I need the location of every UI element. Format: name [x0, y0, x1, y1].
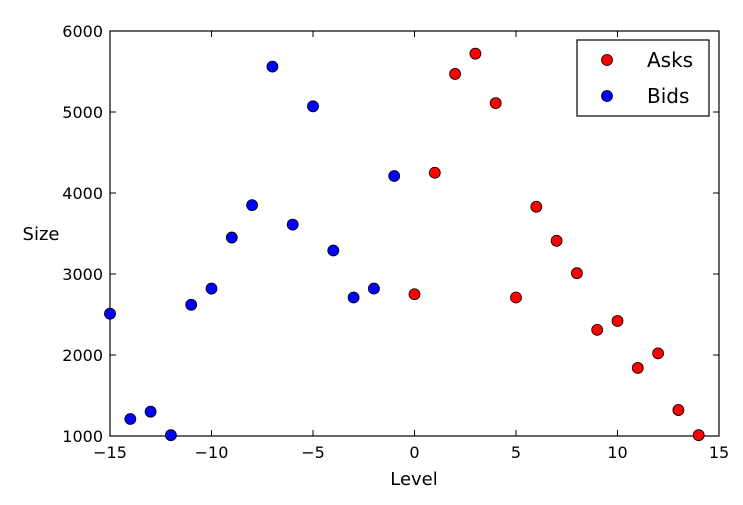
point-bids	[347, 291, 360, 304]
point-bids	[225, 231, 238, 244]
point-asks	[571, 267, 583, 280]
legend-label-asks: Asks	[647, 48, 693, 72]
point-asks	[469, 47, 482, 60]
point-asks	[631, 362, 644, 374]
y-axis-label: Size	[23, 224, 60, 245]
point-asks	[530, 200, 543, 213]
y-tick-label: 4000	[62, 184, 103, 203]
point-bids	[286, 218, 299, 231]
point-asks	[611, 315, 624, 327]
point-asks	[510, 291, 522, 304]
x-tick-label: 10	[607, 443, 627, 462]
point-bids	[307, 100, 319, 113]
x-axis-label: Level	[390, 469, 438, 490]
point-asks	[591, 323, 604, 336]
point-asks	[692, 429, 705, 442]
point-asks	[489, 97, 502, 109]
legend-box	[576, 39, 710, 117]
point-asks	[428, 166, 441, 179]
point-asks	[652, 347, 664, 360]
point-asks	[449, 68, 462, 80]
x-tick-label: −10	[195, 443, 229, 462]
y-tick-label: 6000	[62, 22, 103, 41]
y-tick-label: 3000	[62, 265, 103, 284]
point-bids	[266, 60, 279, 73]
point-bids	[185, 298, 198, 311]
point-bids	[388, 170, 401, 182]
y-tick-label: 5000	[62, 103, 103, 122]
axis-ticks: −15 −10 −5 0 5 10 15 1000 2000 3000 4000 5000 6000	[62, 22, 729, 462]
legend-marker-bids	[601, 90, 613, 102]
point-bids	[164, 429, 177, 442]
point-bids	[327, 244, 340, 257]
legend: Asks Bids	[576, 39, 710, 117]
x-tick-label: 5	[511, 443, 521, 462]
y-tick-label: 2000	[62, 346, 103, 365]
x-tick-label: −15	[93, 443, 127, 462]
point-asks	[550, 234, 563, 247]
x-tick-label: −5	[301, 443, 325, 462]
point-bids	[124, 413, 137, 425]
point-asks	[672, 404, 685, 416]
y-tick-label: 1000	[62, 427, 103, 446]
data-points	[104, 47, 705, 442]
x-tick-label: 15	[709, 443, 729, 462]
point-bids	[144, 405, 157, 418]
point-bids	[205, 282, 218, 295]
point-bids	[246, 199, 259, 212]
x-tick-label: 0	[409, 443, 419, 462]
point-asks	[408, 288, 421, 301]
legend-label-bids: Bids	[647, 84, 689, 108]
point-bids	[104, 307, 116, 320]
legend-marker-asks	[601, 54, 613, 66]
point-bids	[367, 282, 380, 295]
